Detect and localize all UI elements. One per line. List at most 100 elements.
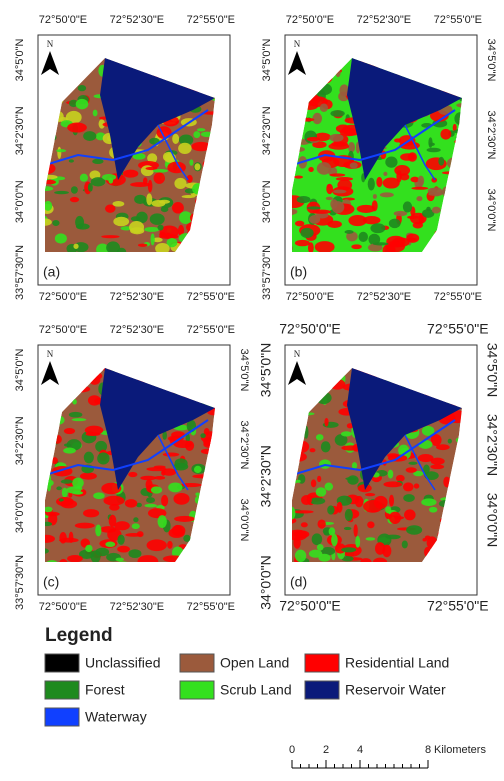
top-coordinate: 72°52'30"E [357,14,411,26]
map-panel: N(b)72°50'0"E72°52'30"E72°55'0"E72°50'0"… [261,14,497,303]
land-patch [326,371,332,384]
land-patch [315,241,335,253]
land-patch [321,441,331,452]
land-patch [300,412,315,415]
land-patch [55,95,63,105]
land-patch [425,536,431,540]
north-label: N [47,349,54,359]
land-patch [203,159,218,170]
land-patch [329,527,336,535]
land-patch [48,113,59,120]
land-patch [114,521,129,530]
land-patch [336,68,341,77]
land-patch [200,226,215,232]
land-patch [49,134,55,138]
land-patch [428,76,438,86]
panel-label: (d) [290,574,307,590]
legend-label: Scrub Land [220,682,292,698]
left-coordinate: 34°2'30"N [261,106,273,155]
land-patch [295,221,304,227]
land-patch [51,71,55,80]
land-patch [186,221,208,234]
land-patch [180,380,194,387]
land-patch [380,192,394,197]
land-patch [56,366,65,377]
land-patch [85,426,104,435]
land-patch [403,494,415,502]
land-patch [440,129,451,140]
land-patch [198,188,210,197]
land-patch [443,477,450,488]
land-patch [394,211,407,216]
land-patch [293,440,309,452]
land-patch [365,493,375,496]
land-patch [201,539,215,549]
legend-label: Reservoir Water [345,682,446,698]
top-coordinate: 72°55'0"E [427,321,489,337]
land-patch [154,58,166,71]
land-patch [200,507,210,516]
land-patch [407,216,419,219]
land-patch [295,240,310,246]
land-patch [168,366,174,375]
land-patch [196,551,218,562]
top-coordinate: 72°50'0"E [39,14,87,26]
land-patch [389,365,408,370]
land-patch [169,56,177,64]
land-patch [75,523,95,529]
legend-label: Forest [85,682,125,698]
land-patch [210,146,219,154]
land-patch [315,362,329,373]
land-patch [33,548,49,554]
land-patch [424,547,431,557]
land-patch [143,177,148,184]
land-patch [427,148,441,153]
land-patch [417,62,421,68]
land-patch [403,201,412,212]
left-coordinate: 34°0'0"N [14,490,26,533]
bottom-coordinate: 72°52'30"E [110,601,164,613]
land-patch [437,77,450,89]
left-coordinate: 34°2'30"N [14,106,26,155]
left-coordinate: 34°2'30"N [14,416,26,465]
land-patch [173,525,181,533]
land-patch [55,385,63,392]
land-patch [455,370,467,375]
land-patch [411,187,428,190]
land-patch [131,216,140,221]
land-patch [421,363,442,371]
land-patch [201,132,213,138]
legend-swatch [180,681,214,699]
land-patch [434,232,445,244]
land-patch [113,217,129,226]
land-patch [116,558,124,562]
land-patch [146,479,153,490]
bottom-coordinate: 72°55'0"E [427,598,489,614]
land-patch [154,371,159,376]
legend-label: Open Land [220,655,289,671]
top-coordinate: 72°52'30"E [110,14,164,26]
land-patch [283,85,288,91]
land-patch [93,492,105,499]
land-patch [83,509,99,517]
land-patch [456,437,466,443]
land-patch [417,364,433,367]
land-patch [41,522,52,526]
north-arrow [41,361,59,385]
right-coordinate: 34°2'30"N [238,421,250,470]
land-patch [430,464,444,469]
land-patch [210,514,223,518]
land-patch [373,558,387,568]
land-patch [408,462,417,465]
land-patch [56,149,66,152]
land-patch [341,431,352,436]
land-patch [195,196,211,207]
right-coordinate: 34°2'30"N [484,414,500,476]
land-patch [322,55,327,62]
land-patch [151,233,155,245]
land-patch [191,142,211,151]
land-patch [317,519,325,528]
land-patch [383,372,389,378]
land-cover-map [33,52,225,256]
land-patch [187,227,207,239]
